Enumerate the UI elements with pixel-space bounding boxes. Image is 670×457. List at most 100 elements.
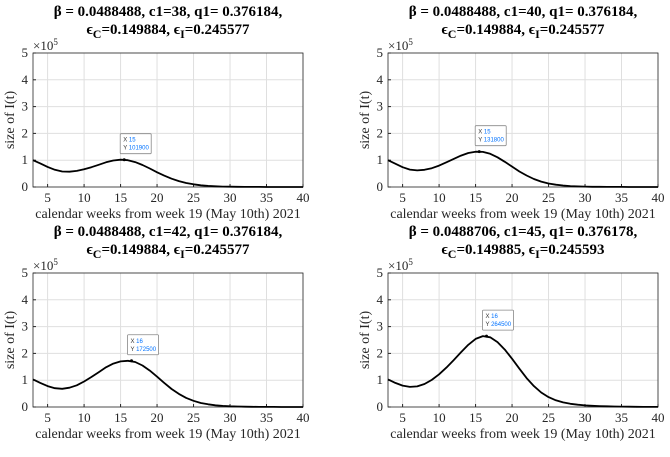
y-tick-label: 5 [377, 265, 384, 280]
y-tick-label: 2 [22, 345, 29, 360]
epsilon-i-symbol: ϵ [529, 22, 536, 38]
y-exponent-label: ×105 [388, 37, 413, 53]
y-axis-label: size of I(t) [358, 311, 373, 370]
y-axis-label: size of I(t) [358, 91, 373, 150]
x-axis-label: calendar weeks from week 19 (May 10th) 2… [35, 207, 301, 222]
datatip-box [127, 334, 159, 356]
y-tick-label: 3 [22, 99, 29, 114]
datatip-x-value: 15 [484, 130, 491, 136]
datatip-x-value: 15 [129, 138, 136, 144]
y-tick-label: 0 [22, 399, 29, 414]
y-tick-label: 2 [377, 125, 384, 140]
plot-area [33, 53, 303, 187]
datatip-y-value: 131800 [484, 138, 505, 144]
epsilon-c-value: =0.149885, [456, 242, 528, 258]
x-tick-label: 25 [542, 190, 555, 205]
epsilon-c-subscript: C [448, 247, 457, 261]
axes-box [387, 272, 659, 408]
epsilon-c-subscript: C [93, 27, 102, 41]
x-tick-label: 25 [187, 190, 200, 205]
epsilon-c-value: =0.149884, [101, 22, 173, 38]
y-exponent-power: 5 [53, 257, 58, 267]
datatip-marker [485, 334, 489, 338]
epsilon-i-subscript: I [535, 27, 540, 41]
y-tick-label: 4 [377, 292, 384, 307]
y-tick-label: 1 [22, 372, 29, 387]
plot-area [388, 273, 658, 407]
epsilon-i-value: =0.245577 [185, 22, 250, 38]
y-exponent-label: ×105 [33, 257, 58, 273]
y-exponent-power: 5 [53, 37, 58, 47]
title-line-1: β = 0.0488706, c1=45, q1= 0.376178, [409, 224, 638, 240]
plot-area [388, 53, 658, 187]
datatip-y: Y 172500 [131, 347, 157, 353]
title-line-1: β = 0.0488488, c1=40, q1= 0.376184, [409, 4, 638, 20]
x-tick-label: 5 [44, 410, 51, 425]
x-tick-label: 10 [433, 410, 446, 425]
y-tick-label: 2 [22, 125, 29, 140]
title-line-2: ϵC=0.149884, ϵI=0.245577 [441, 22, 605, 41]
datatip-marker [130, 359, 134, 363]
series-line [387, 335, 658, 408]
series-line [32, 158, 303, 188]
datatip-x-value: 16 [491, 314, 498, 320]
epsilon-i-subscript: I [180, 247, 185, 261]
title-line-2: ϵC=0.149884, ϵI=0.245577 [86, 22, 250, 41]
title-line-2: ϵC=0.149884, ϵI=0.245577 [86, 242, 250, 261]
y-axis-label: size of I(t) [3, 311, 18, 370]
datatip-y: Y 101900 [123, 146, 149, 152]
x-tick-label: 35 [615, 410, 628, 425]
epsilon-c-subscript: C [93, 247, 102, 261]
x-tick-label: 40 [297, 190, 310, 205]
epsilon-c-symbol: ϵ [441, 242, 448, 258]
title-line-1: β = 0.0488488, c1=38, q1= 0.376184, [54, 4, 283, 20]
x-tick-label: 10 [78, 190, 91, 205]
y-tick-label: 1 [377, 372, 384, 387]
y-tick-label: 2 [377, 345, 384, 360]
x-tick-label: 20 [506, 410, 519, 425]
x-tick-label: 35 [260, 190, 273, 205]
x-tick-label: 35 [615, 190, 628, 205]
x-tick-label: 15 [114, 410, 127, 425]
y-tick-label: 5 [22, 265, 29, 280]
datatip-x: X 15 [123, 138, 136, 144]
y-tick-label: 0 [22, 179, 29, 194]
datatip-box [474, 125, 507, 147]
y-exponent-power: 5 [408, 257, 413, 267]
y-tick-label: 5 [377, 45, 384, 60]
y-tick-label: 4 [22, 292, 29, 307]
datatip-marker [122, 158, 126, 162]
y-tick-label: 0 [377, 399, 384, 414]
y-tick-label: 3 [377, 99, 384, 114]
x-tick-label: 15 [469, 410, 482, 425]
datatip-y: Y 264500 [486, 322, 512, 328]
x-axis-label: calendar weeks from week 19 (May 10th) 2… [35, 427, 301, 442]
x-tick-label: 10 [433, 190, 446, 205]
datatip-y-value: 264500 [491, 322, 512, 328]
y-exponent-power: 5 [408, 37, 413, 47]
series-line [387, 150, 658, 188]
y-tick-label: 4 [377, 72, 384, 87]
datatip-marker [477, 150, 481, 154]
x-tick-label: 40 [652, 190, 665, 205]
x-axis-label: calendar weeks from week 19 (May 10th) 2… [390, 427, 656, 442]
x-tick-label: 20 [151, 190, 164, 205]
y-tick-label: 5 [22, 45, 29, 60]
datatip-y-value: 101900 [129, 146, 150, 152]
x-tick-label: 35 [260, 410, 273, 425]
y-exponent-label: ×105 [33, 37, 58, 53]
datatip-box [482, 309, 514, 331]
series-line [32, 359, 303, 408]
y-axis-label: size of I(t) [3, 91, 18, 150]
epsilon-c-subscript: C [448, 27, 457, 41]
y-tick-label: 0 [377, 179, 384, 194]
x-tick-label: 5 [399, 190, 406, 205]
datatip-y-value: 172500 [136, 347, 157, 353]
title-line-1: β = 0.0488488, c1=42, q1= 0.376184, [54, 224, 283, 240]
epsilon-i-value: =0.245593 [540, 242, 605, 258]
epsilon-i-symbol: ϵ [174, 242, 181, 258]
y-tick-label: 3 [377, 319, 384, 334]
